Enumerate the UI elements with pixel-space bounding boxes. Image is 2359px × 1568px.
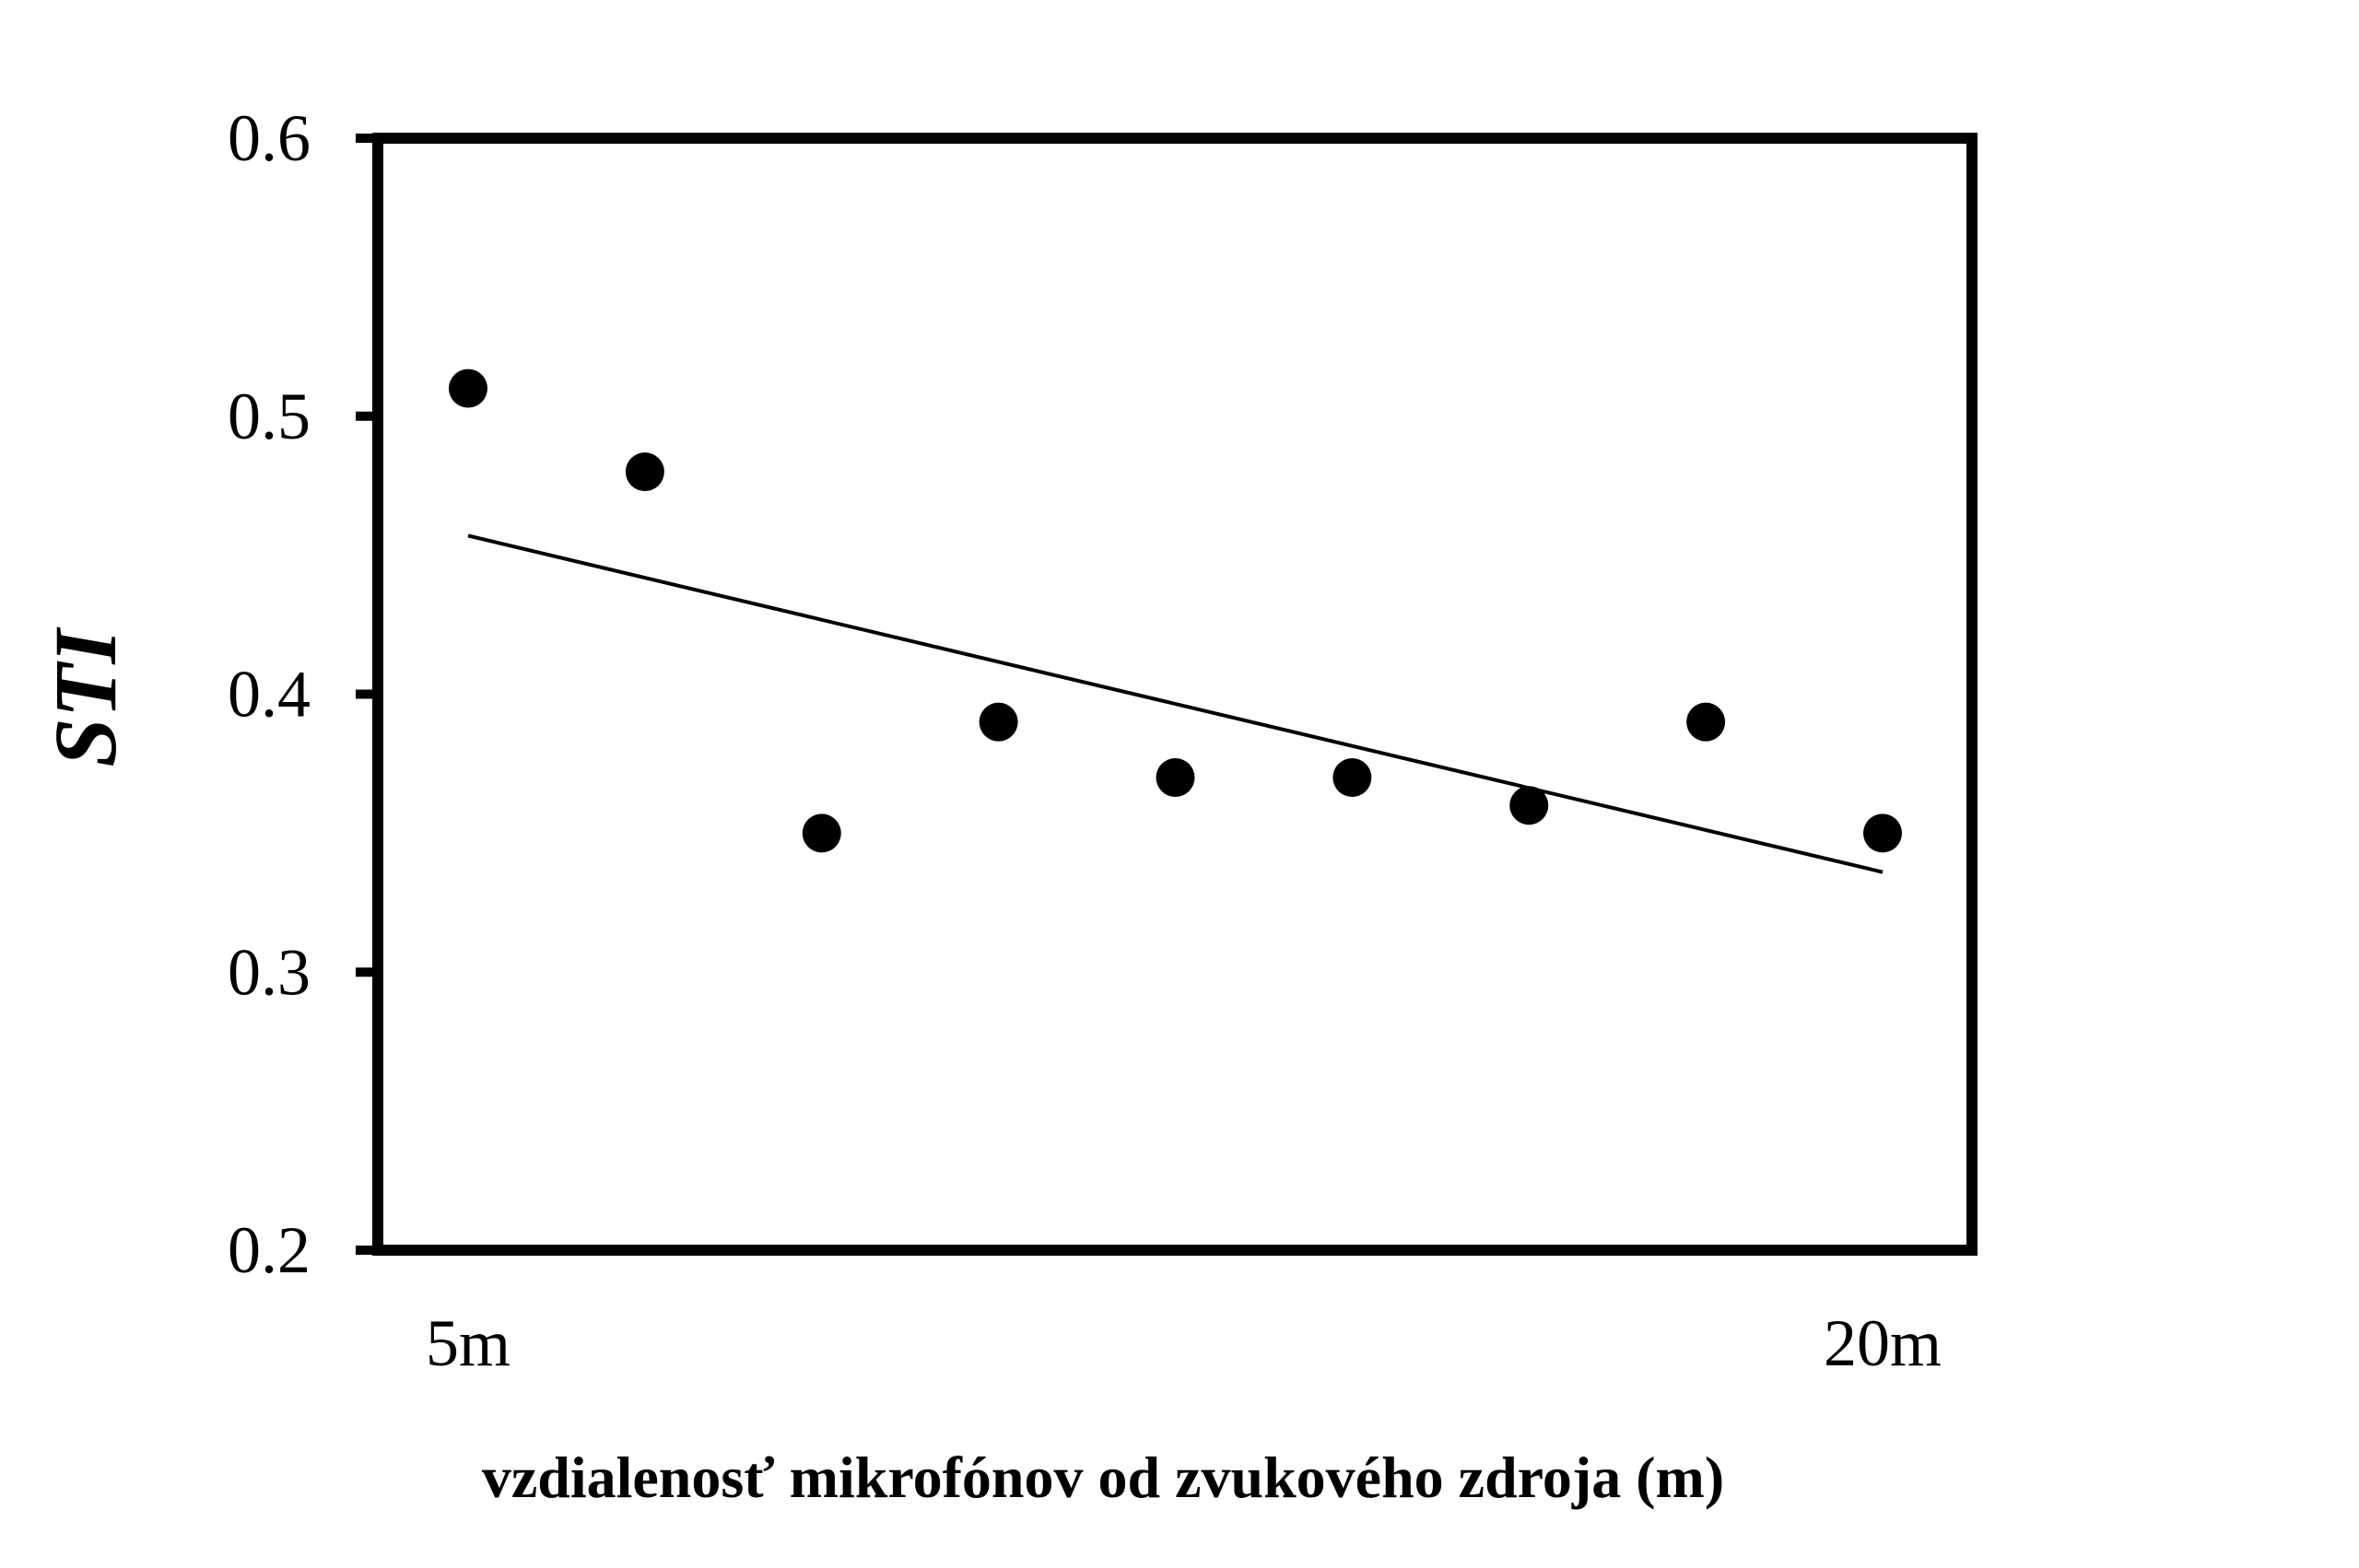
y-axis-tick-labels: 0.6 0.5 0.4 0.3 0.2 (228, 101, 311, 1287)
plot-frame (372, 133, 1978, 1256)
data-point (625, 452, 664, 492)
data-point (1863, 813, 1902, 853)
trendline (467, 533, 1884, 874)
data-point (1156, 758, 1195, 798)
plot-area-border (372, 133, 1978, 1256)
y-tick-label: 0.6 (228, 101, 311, 175)
data-point (1686, 702, 1726, 742)
x-axis-title: vzdialenosť mikrofónov od zvukového zdro… (482, 1445, 1724, 1510)
y-tick-label: 0.3 (228, 935, 311, 1009)
trendline-layer (467, 533, 1884, 874)
data-point (1509, 786, 1549, 825)
data-point (979, 702, 1018, 742)
y-tick-label: 0.5 (228, 380, 311, 453)
data-point (1332, 758, 1372, 798)
x-tick-label-end: 20m (1824, 1306, 1942, 1380)
x-axis-tick-labels: 5m 20m (426, 1306, 1942, 1380)
data-points-layer (449, 369, 1902, 853)
data-point (802, 813, 841, 853)
data-point (449, 369, 487, 408)
y-axis-title: STI (36, 626, 135, 767)
y-tick-label: 0.2 (228, 1213, 311, 1287)
x-tick-label-start: 5m (426, 1306, 511, 1380)
y-axis-ticks (356, 134, 378, 1255)
y-tick-label: 0.4 (228, 658, 311, 731)
